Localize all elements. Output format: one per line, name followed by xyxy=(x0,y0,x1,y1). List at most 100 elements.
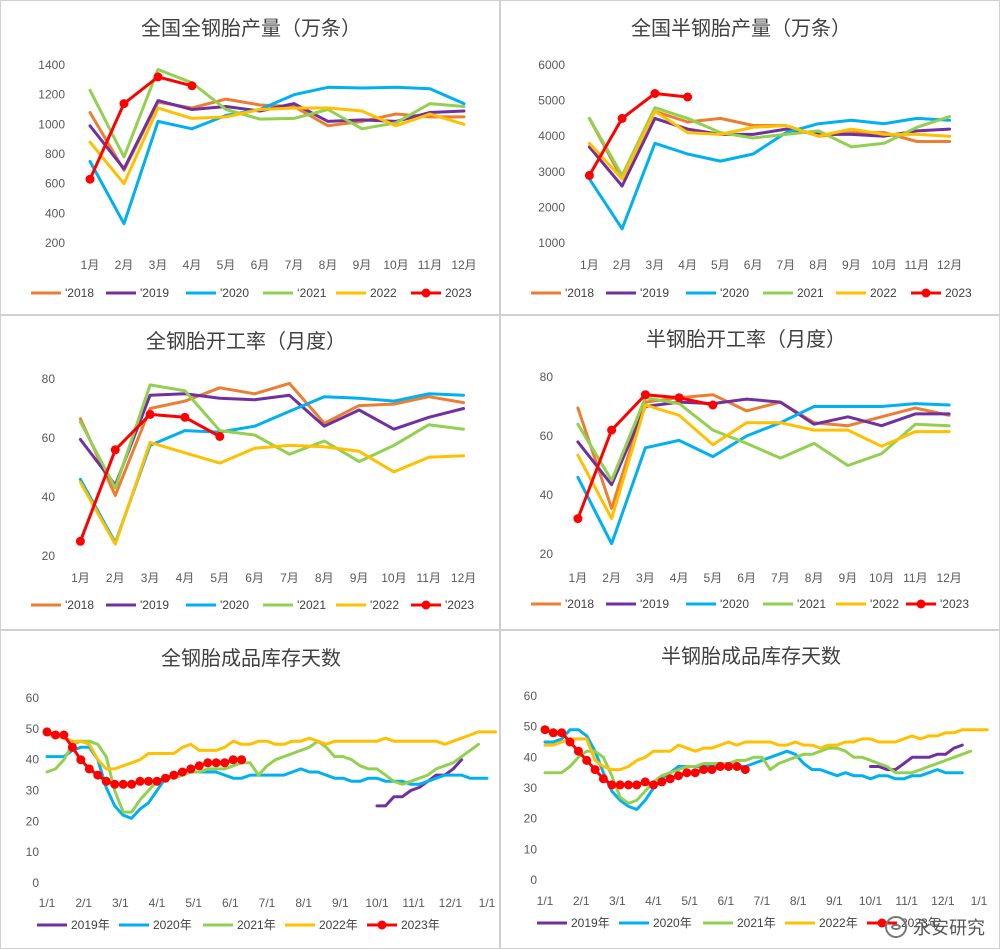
series-line-2021 xyxy=(45,739,480,814)
x-tick-label: 1/1 xyxy=(971,894,988,908)
series-line-2022 xyxy=(587,109,952,181)
watermark-text: 永安研究 xyxy=(913,918,985,939)
legend-label-2021: '2021 xyxy=(297,598,326,612)
x-tick-label: 2月 xyxy=(115,258,134,272)
data-point-2023 xyxy=(42,727,52,737)
x-tick-label: 9月 xyxy=(350,571,369,585)
y-tick-label: 400 xyxy=(45,206,65,220)
chart-c4: 半钢胎开工率（月度） 20 40 60 80 1月 2月 3月 4月 5月 6月 7月 8月 9月 10月 1… xyxy=(531,327,969,611)
legend-label-2019: 2019年 xyxy=(571,916,610,930)
x-tick-label: 8月 xyxy=(315,571,334,585)
data-point-2023 xyxy=(690,768,700,778)
y-tick-label: 20 xyxy=(524,812,538,826)
x-tick-label: 11月 xyxy=(417,571,441,585)
data-point-2023 xyxy=(732,762,742,771)
data-point-2023 xyxy=(624,780,633,790)
data-point-2023 xyxy=(617,113,627,123)
x-tick-label: 1/1 xyxy=(479,896,496,910)
x-tick-label: 8月 xyxy=(809,258,828,272)
wechat-icon xyxy=(885,916,907,938)
x-tick-label: 2月 xyxy=(613,258,632,272)
x-tick-label: 1/1 xyxy=(39,896,56,910)
chart-title: 半钢胎开工率（月度） xyxy=(646,327,846,351)
data-point-2023 xyxy=(607,425,617,435)
chart-title: 半钢胎成品库存天数 xyxy=(661,644,841,668)
x-tick-label: 4/1 xyxy=(149,896,166,910)
data-point-2023 xyxy=(548,728,558,738)
legend-label-2023: 2023 xyxy=(945,286,972,300)
x-tick-label: 3月 xyxy=(141,571,160,585)
x-tick-label: 5/1 xyxy=(681,894,698,908)
data-point-2023 xyxy=(101,776,111,786)
chart-c5: 全钢胎成品库存天数 0 10 20 30 40 50 60 1/1 2/1 3/1 4/1 5/1 6/1… xyxy=(26,646,497,932)
x-tick-label: 8月 xyxy=(319,258,338,272)
data-point-2023 xyxy=(540,725,550,735)
y-tick-label: 3000 xyxy=(538,165,565,179)
data-point-2023 xyxy=(740,765,750,775)
data-point-2023 xyxy=(119,99,129,109)
data-point-2023 xyxy=(85,174,95,184)
data-point-2023 xyxy=(93,770,103,780)
x-tick-label: 12月 xyxy=(937,258,962,272)
x-tick-label: 7/1 xyxy=(754,894,771,908)
y-tick-label: 40 xyxy=(42,490,56,504)
legend-label-2020: '2020 xyxy=(720,597,749,611)
y-tick-label: 10 xyxy=(524,842,538,856)
chart-panel-c6: 半钢胎成品库存天数 0 10 20 30 40 50 60 1/1 2/1 3/1 4/1 5/1 6/1… xyxy=(500,630,1000,949)
legend-label-2022: 2022年 xyxy=(319,918,358,932)
data-point-2023 xyxy=(152,776,162,786)
x-tick-label: 4月 xyxy=(678,258,697,272)
x-tick-label: 9月 xyxy=(353,258,372,272)
x-tick-label: 1月 xyxy=(71,571,90,585)
data-point-2023 xyxy=(573,514,583,524)
data-point-2023 xyxy=(187,81,197,91)
chart-panel-c5: 全钢胎成品库存天数 0 10 20 30 40 50 60 1/1 2/1 3/1 4/1 5/1 6/1… xyxy=(0,630,500,949)
data-point-2023 xyxy=(565,737,575,747)
y-tick-label: 30 xyxy=(524,781,538,795)
y-tick-label: 50 xyxy=(26,722,40,736)
chart-c6: 半钢胎成品库存天数 0 10 20 30 40 50 60 1/1 2/1 3/1 4/1 5/1 6/1… xyxy=(524,644,989,930)
series-line-2019 xyxy=(375,758,464,808)
series-line-2020 xyxy=(587,116,952,231)
x-tick-label: 9月 xyxy=(839,571,858,585)
x-tick-label: 6月 xyxy=(245,571,264,585)
data-point-2023 xyxy=(665,774,675,784)
data-point-2023 xyxy=(699,765,709,775)
data-point-2023 xyxy=(632,780,642,790)
chart-title: 全钢胎成品库存天数 xyxy=(161,646,341,670)
x-tick-label: 11/1 xyxy=(895,894,918,908)
data-point-2023 xyxy=(228,755,238,765)
legend-label-2019: '2019 xyxy=(640,286,669,300)
x-tick-label: 10/1 xyxy=(365,896,389,910)
legend-label-2023: 2023 xyxy=(445,286,472,300)
series-line-2022 xyxy=(45,730,497,771)
legend-label-2023: '2023 xyxy=(940,597,969,611)
series-line-2018 xyxy=(78,381,466,497)
data-point-2023 xyxy=(59,730,69,740)
y-tick-label: 6000 xyxy=(538,58,565,72)
x-tick-label: 4月 xyxy=(670,571,689,585)
data-point-2023 xyxy=(110,445,120,455)
chart-title: 全国半钢胎产量（万条） xyxy=(631,16,851,40)
data-point-2023 xyxy=(715,762,725,771)
data-point-2023 xyxy=(573,746,583,756)
data-point-2023 xyxy=(707,765,717,775)
y-tick-label: 600 xyxy=(45,177,65,191)
legend-label-2022: '2022 xyxy=(370,598,399,612)
x-tick-label: 7/1 xyxy=(259,896,276,910)
series-line-2022 xyxy=(576,403,951,521)
x-tick-label: 7月 xyxy=(777,258,796,272)
legend-label-2021: '2021 xyxy=(797,597,826,611)
data-point-2023 xyxy=(640,777,650,787)
series-line-2022 xyxy=(543,728,989,772)
x-tick-label: 5月 xyxy=(210,571,229,585)
legend-label-2021: 2021 xyxy=(797,286,824,300)
x-tick-label: 7月 xyxy=(285,258,304,272)
x-tick-label: 11月 xyxy=(903,571,927,585)
y-tick-label: 2000 xyxy=(538,200,565,214)
data-point-2023 xyxy=(724,762,734,771)
data-point-2023 xyxy=(683,92,693,102)
data-point-2023 xyxy=(211,758,221,768)
legend-marker-2023 xyxy=(916,599,926,609)
legend-label-2022: '2022 xyxy=(870,597,899,611)
